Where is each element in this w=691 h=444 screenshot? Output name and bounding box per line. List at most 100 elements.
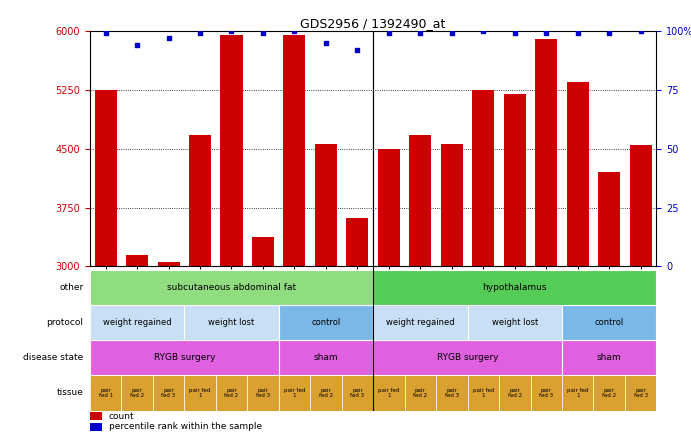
- Bar: [504, 94, 526, 266]
- Bar: [625, 375, 656, 411]
- Text: pair
fed 2: pair fed 2: [225, 388, 238, 398]
- Bar: [122, 375, 153, 411]
- Bar: [409, 135, 431, 266]
- Bar: [184, 305, 278, 340]
- Bar: [126, 255, 148, 266]
- Text: pair
fed 2: pair fed 2: [602, 388, 616, 398]
- Bar: [90, 375, 122, 411]
- Bar: [90, 412, 102, 420]
- Bar: [220, 35, 243, 266]
- Point: [541, 30, 552, 37]
- Bar: [278, 375, 310, 411]
- Bar: [153, 375, 184, 411]
- Text: pair fed
1: pair fed 1: [284, 388, 305, 398]
- Text: pair
fed 3: pair fed 3: [350, 388, 364, 398]
- Bar: [341, 375, 373, 411]
- Bar: [441, 144, 463, 266]
- Bar: [310, 375, 341, 411]
- Point: [509, 30, 520, 37]
- Text: sham: sham: [314, 353, 338, 362]
- Bar: [630, 145, 652, 266]
- Point: [477, 28, 489, 35]
- Bar: [594, 375, 625, 411]
- Bar: [598, 172, 621, 266]
- Text: pair
fed 2: pair fed 2: [319, 388, 333, 398]
- Text: pair
fed 2: pair fed 2: [508, 388, 522, 398]
- Point: [446, 30, 457, 37]
- Text: sham: sham: [597, 353, 621, 362]
- Bar: [468, 305, 562, 340]
- Text: pair fed
1: pair fed 1: [378, 388, 399, 398]
- Bar: [315, 144, 337, 266]
- Text: disease state: disease state: [23, 353, 84, 362]
- Bar: [90, 423, 102, 431]
- Bar: [95, 90, 117, 266]
- Bar: [531, 375, 562, 411]
- Text: pair
fed 3: pair fed 3: [634, 388, 647, 398]
- Bar: [283, 35, 305, 266]
- Bar: [562, 375, 594, 411]
- Text: count: count: [108, 412, 134, 421]
- Text: pair
fed 3: pair fed 3: [539, 388, 553, 398]
- Text: pair
fed 3: pair fed 3: [162, 388, 176, 398]
- Point: [226, 28, 237, 35]
- Text: other: other: [59, 283, 84, 292]
- Bar: [436, 375, 468, 411]
- Text: pair
fed 2: pair fed 2: [413, 388, 428, 398]
- Text: RYGB surgery: RYGB surgery: [153, 353, 215, 362]
- Bar: [278, 340, 373, 375]
- Bar: [346, 218, 368, 266]
- Bar: [90, 270, 373, 305]
- Text: pair
fed 2: pair fed 2: [130, 388, 144, 398]
- Text: protocol: protocol: [46, 318, 84, 327]
- Bar: [90, 340, 278, 375]
- Text: percentile rank within the sample: percentile rank within the sample: [108, 422, 262, 431]
- Bar: [189, 135, 211, 266]
- Bar: [405, 375, 436, 411]
- Bar: [373, 375, 405, 411]
- Text: subcutaneous abdominal fat: subcutaneous abdominal fat: [167, 283, 296, 292]
- Text: weight regained: weight regained: [386, 318, 455, 327]
- Point: [321, 40, 332, 47]
- Bar: [378, 149, 400, 266]
- Point: [635, 28, 646, 35]
- Point: [100, 30, 111, 37]
- Text: pair
fed 3: pair fed 3: [445, 388, 459, 398]
- Text: RYGB surgery: RYGB surgery: [437, 353, 498, 362]
- Bar: [567, 82, 589, 266]
- Text: weight lost: weight lost: [492, 318, 538, 327]
- Text: pair fed
1: pair fed 1: [473, 388, 494, 398]
- Bar: [536, 39, 557, 266]
- Bar: [373, 305, 468, 340]
- Text: weight lost: weight lost: [209, 318, 254, 327]
- Bar: [278, 305, 373, 340]
- Bar: [90, 305, 184, 340]
- Text: pair
fed 3: pair fed 3: [256, 388, 270, 398]
- Point: [415, 30, 426, 37]
- Bar: [158, 262, 180, 266]
- Text: pair fed
1: pair fed 1: [189, 388, 211, 398]
- Text: pair
fed 1: pair fed 1: [99, 388, 113, 398]
- Text: hypothalamus: hypothalamus: [482, 283, 547, 292]
- Bar: [373, 270, 656, 305]
- Bar: [468, 375, 499, 411]
- Title: GDS2956 / 1392490_at: GDS2956 / 1392490_at: [301, 17, 446, 30]
- Point: [384, 30, 395, 37]
- Bar: [252, 237, 274, 266]
- Point: [194, 30, 205, 37]
- Point: [604, 30, 615, 37]
- Bar: [373, 340, 562, 375]
- Text: tissue: tissue: [57, 388, 84, 397]
- Point: [163, 35, 174, 42]
- Text: pair fed
1: pair fed 1: [567, 388, 589, 398]
- Text: weight regained: weight regained: [103, 318, 171, 327]
- Point: [289, 28, 300, 35]
- Point: [258, 30, 269, 37]
- Text: control: control: [595, 318, 624, 327]
- Point: [352, 46, 363, 53]
- Point: [572, 30, 583, 37]
- Bar: [562, 305, 656, 340]
- Bar: [184, 375, 216, 411]
- Bar: [216, 375, 247, 411]
- Bar: [472, 90, 494, 266]
